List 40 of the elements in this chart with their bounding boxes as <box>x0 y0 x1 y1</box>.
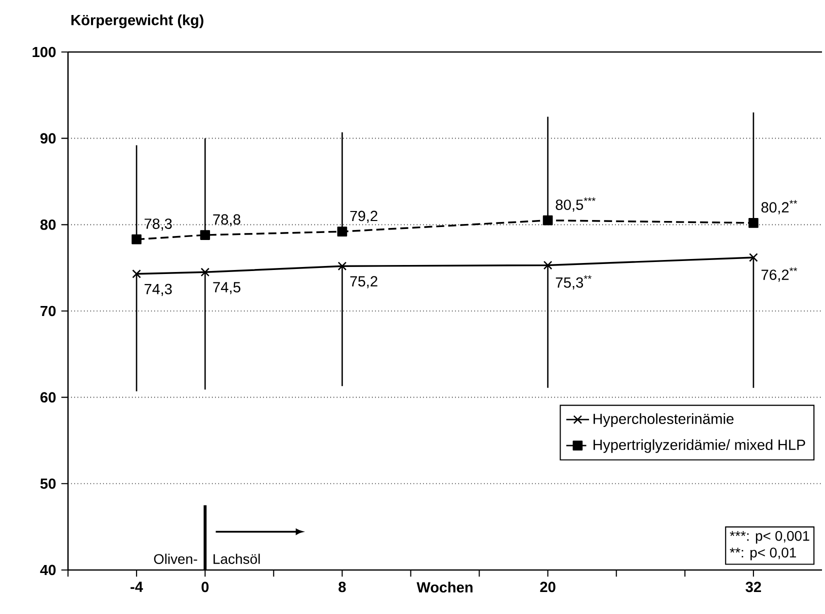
point <box>749 253 758 262</box>
point <box>337 226 348 237</box>
x-tick-label: 0 <box>202 582 209 592</box>
point <box>132 234 142 244</box>
point <box>748 218 758 228</box>
point <box>543 260 552 270</box>
y-tick-label: 70 <box>40 306 56 316</box>
data-label: 79,2 <box>350 210 378 223</box>
legend-label: Hypercholesterinämie <box>594 413 734 427</box>
x-tick-label: 20 <box>540 582 556 592</box>
data-label: 76,2$^{**}$ <box>762 267 798 282</box>
data-label: 80,2$^{**}$ <box>761 200 798 214</box>
y-tick-label: 40 <box>40 564 56 576</box>
x-axis-title: Wochen <box>416 582 472 593</box>
y-axis-title: Körpergewicht (kg) <box>71 14 204 28</box>
point <box>200 230 210 240</box>
point <box>200 268 210 277</box>
y-tick-label: 50 <box>40 478 56 489</box>
y-tick-label: 60 <box>40 392 56 403</box>
data-label: 74,3 <box>144 284 172 296</box>
data-label: 75,2 <box>350 276 378 288</box>
annotation: Oliven- <box>154 554 198 564</box>
legend-label: Hypertriglyzeridämie/ mixed HLP <box>594 439 806 453</box>
point <box>338 262 347 271</box>
x-tick-label: -4 <box>130 582 143 592</box>
x-tick-label: 8 <box>338 582 346 592</box>
data-label: 80,5$^{***}$ <box>556 197 596 212</box>
annotation: Lachsöl <box>214 554 260 564</box>
data-label: 75,3$^{**}$ <box>556 275 592 290</box>
point <box>132 269 141 278</box>
annotation: **: p< 0,01 <box>730 548 796 560</box>
y-tick-label: 80 <box>40 219 56 230</box>
y-tick-label: 100 <box>32 46 56 58</box>
point <box>542 215 553 226</box>
data-label: 78,8 <box>213 214 240 226</box>
x-tick-label: 32 <box>746 582 762 592</box>
data-label: 74,5 <box>213 282 240 294</box>
data-label: 78,3 <box>144 218 172 231</box>
annotation: ***: p< 0,001 <box>730 530 810 544</box>
y-tick-label: 90 <box>40 133 56 144</box>
